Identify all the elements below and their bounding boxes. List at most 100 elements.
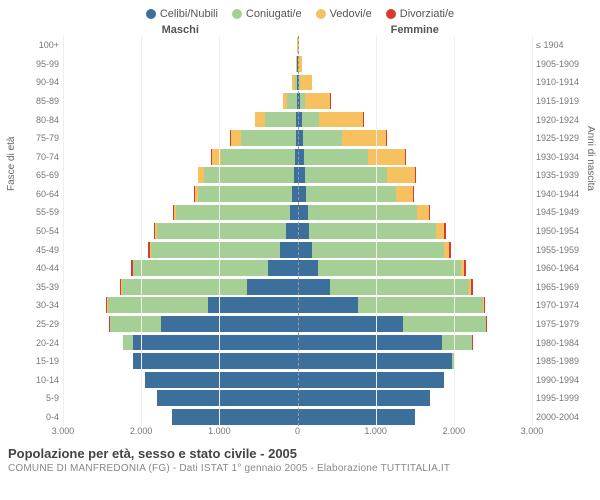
female-half — [298, 389, 533, 408]
age-label: 85-89 — [8, 92, 59, 111]
bar-segment — [368, 149, 405, 165]
bar-segment — [123, 335, 133, 351]
female-half — [298, 370, 533, 389]
x-tick: 2.000 — [130, 426, 153, 436]
bar-segment — [157, 223, 286, 239]
bar-segment — [330, 279, 469, 295]
bar-segment — [300, 75, 313, 91]
gender-headers: Maschi Femmine — [8, 24, 592, 36]
female-half — [298, 240, 533, 259]
bar-segment — [298, 279, 331, 295]
female-header: Femmine — [298, 24, 533, 36]
age-label: 15-19 — [8, 352, 59, 371]
age-label: 30-34 — [8, 296, 59, 315]
female-half — [298, 259, 533, 278]
age-label: 0-4 — [8, 408, 59, 427]
grid-line — [376, 36, 377, 426]
female-half — [298, 185, 533, 204]
bar-segment — [405, 149, 406, 165]
birth-year-axis: ≤ 19041905-19091910-19141915-19191920-19… — [532, 36, 592, 426]
age-label: 95-99 — [8, 55, 59, 74]
male-half — [63, 222, 298, 241]
age-label: 10-14 — [8, 370, 59, 389]
age-label: 5-9 — [8, 389, 59, 408]
birth-label: 1955-1959 — [536, 240, 592, 259]
x-tick: 1.000 — [364, 426, 387, 436]
female-half — [298, 315, 533, 334]
female-half — [298, 408, 533, 427]
bar-segment — [303, 130, 342, 146]
birth-label: 1995-1999 — [536, 389, 592, 408]
bar-segment — [387, 167, 414, 183]
birth-label: ≤ 1904 — [536, 36, 592, 55]
male-half — [63, 147, 298, 166]
bar-segment — [298, 242, 312, 258]
female-half — [298, 129, 533, 148]
bar-segment — [444, 223, 446, 239]
female-half — [298, 36, 533, 55]
bar-segment — [161, 316, 298, 332]
male-half — [63, 166, 298, 185]
age-label: 35-39 — [8, 278, 59, 297]
birth-label: 1925-1929 — [536, 129, 592, 148]
left-axis-label: Fasce di età — [6, 137, 17, 191]
male-half — [63, 352, 298, 371]
bar-segment — [108, 297, 208, 313]
legend-swatch — [232, 9, 242, 19]
male-half — [63, 203, 298, 222]
legend-item: Coniugati/e — [232, 8, 302, 20]
bar-segment — [442, 335, 472, 351]
x-tick: 1.000 — [208, 426, 231, 436]
female-half — [298, 92, 533, 111]
legend-swatch — [386, 9, 396, 19]
male-half — [63, 408, 298, 427]
age-label: 20-24 — [8, 333, 59, 352]
birth-label: 1940-1944 — [536, 185, 592, 204]
birth-label: 1980-1984 — [536, 333, 592, 352]
bar-segment — [298, 186, 307, 202]
bar-segment — [133, 260, 267, 276]
birth-label: 1905-1909 — [536, 55, 592, 74]
female-half — [298, 147, 533, 166]
bar-segment — [318, 260, 461, 276]
bar-segment — [280, 242, 297, 258]
bar-segment — [396, 186, 413, 202]
chart-title: Popolazione per età, sesso e stato civil… — [8, 446, 592, 461]
bar-segment — [298, 56, 302, 72]
male-half — [63, 296, 298, 315]
bar-segment — [429, 205, 431, 221]
bar-segment — [319, 112, 363, 128]
bar-segment — [308, 205, 417, 221]
bar-segment — [290, 205, 298, 221]
bar-segment — [110, 316, 161, 332]
grid-line — [532, 36, 533, 426]
bar-segment — [436, 223, 444, 239]
female-half — [298, 222, 533, 241]
birth-label: 1970-1974 — [536, 296, 592, 315]
bar-segment — [449, 242, 451, 258]
legend: Celibi/NubiliConiugati/eVedovi/eDivorzia… — [8, 8, 592, 20]
male-half — [63, 259, 298, 278]
x-tick: 3.000 — [52, 426, 75, 436]
bar-segment — [298, 297, 359, 313]
birth-label: 2000-2004 — [536, 408, 592, 427]
birth-label: 1990-1994 — [536, 370, 592, 389]
age-label: 80-84 — [8, 110, 59, 129]
legend-label: Coniugati/e — [246, 8, 302, 20]
bar-segment — [145, 372, 297, 388]
age-label: 40-44 — [8, 259, 59, 278]
legend-label: Vedovi/e — [330, 8, 372, 20]
bar-segment — [255, 112, 264, 128]
bar-segment — [486, 316, 487, 332]
bar-segment — [358, 297, 482, 313]
bar-segment — [298, 167, 306, 183]
bar-segment — [247, 279, 298, 295]
male-half — [63, 240, 298, 259]
x-tick: 0 — [295, 426, 300, 436]
bar-segment — [265, 112, 296, 128]
bar-segment — [176, 205, 289, 221]
right-axis-label: Anni di nascita — [585, 126, 596, 191]
plot-area — [63, 36, 532, 426]
bar-segment — [204, 167, 294, 183]
bar-segment — [221, 149, 295, 165]
